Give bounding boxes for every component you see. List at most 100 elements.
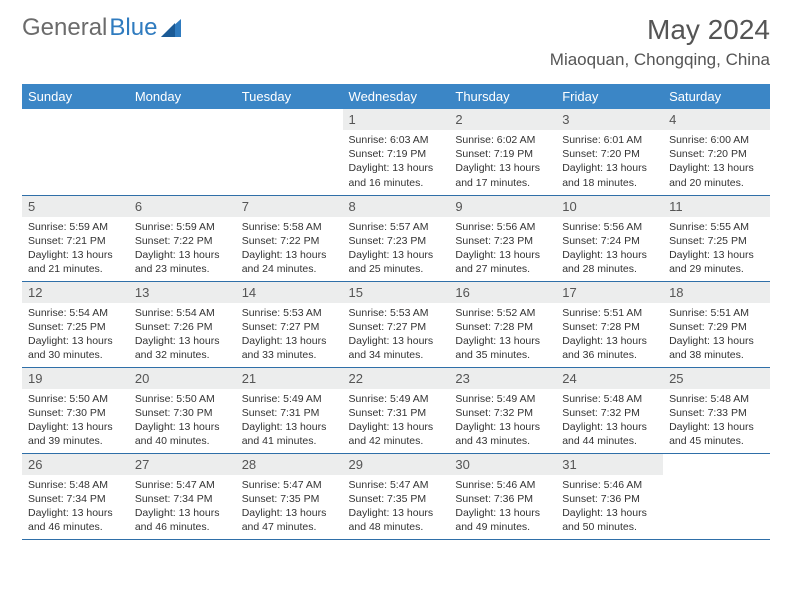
day-number: 15 [343, 282, 450, 303]
day-number: 9 [449, 196, 556, 217]
calendar-cell: 21Sunrise: 5:49 AMSunset: 7:31 PMDayligh… [236, 367, 343, 453]
calendar-cell [22, 109, 129, 195]
logo-text-blue: Blue [109, 14, 157, 42]
day-number: 5 [22, 196, 129, 217]
day-number: 22 [343, 368, 450, 389]
calendar-cell: 27Sunrise: 5:47 AMSunset: 7:34 PMDayligh… [129, 453, 236, 539]
day-details: Sunrise: 5:49 AMSunset: 7:31 PMDaylight:… [236, 389, 343, 453]
day-number: 30 [449, 454, 556, 475]
day-details: Sunrise: 6:02 AMSunset: 7:19 PMDaylight:… [449, 130, 556, 194]
location: Miaoquan, Chongqing, China [550, 50, 770, 70]
calendar-cell: 29Sunrise: 5:47 AMSunset: 7:35 PMDayligh… [343, 453, 450, 539]
calendar-cell: 4Sunrise: 6:00 AMSunset: 7:20 PMDaylight… [663, 109, 770, 195]
day-number: 8 [343, 196, 450, 217]
day-number: 29 [343, 454, 450, 475]
calendar-cell [129, 109, 236, 195]
day-number: 6 [129, 196, 236, 217]
day-details: Sunrise: 5:55 AMSunset: 7:25 PMDaylight:… [663, 217, 770, 281]
sail-icon [161, 19, 181, 37]
calendar-cell [663, 453, 770, 539]
calendar-row: 5Sunrise: 5:59 AMSunset: 7:21 PMDaylight… [22, 195, 770, 281]
calendar-cell: 18Sunrise: 5:51 AMSunset: 7:29 PMDayligh… [663, 281, 770, 367]
calendar-cell: 28Sunrise: 5:47 AMSunset: 7:35 PMDayligh… [236, 453, 343, 539]
day-details: Sunrise: 5:48 AMSunset: 7:32 PMDaylight:… [556, 389, 663, 453]
day-number: 28 [236, 454, 343, 475]
calendar-row: 26Sunrise: 5:48 AMSunset: 7:34 PMDayligh… [22, 453, 770, 539]
weekday-header: Sunday [22, 84, 129, 109]
day-details: Sunrise: 6:00 AMSunset: 7:20 PMDaylight:… [663, 130, 770, 194]
calendar-cell: 12Sunrise: 5:54 AMSunset: 7:25 PMDayligh… [22, 281, 129, 367]
calendar-cell: 25Sunrise: 5:48 AMSunset: 7:33 PMDayligh… [663, 367, 770, 453]
day-number: 12 [22, 282, 129, 303]
day-details: Sunrise: 5:59 AMSunset: 7:22 PMDaylight:… [129, 217, 236, 281]
day-number: 13 [129, 282, 236, 303]
day-number: 21 [236, 368, 343, 389]
calendar-row: 1Sunrise: 6:03 AMSunset: 7:19 PMDaylight… [22, 109, 770, 195]
calendar-cell: 8Sunrise: 5:57 AMSunset: 7:23 PMDaylight… [343, 195, 450, 281]
header: General Blue May 2024 Miaoquan, Chongqin… [0, 0, 792, 76]
calendar-cell: 3Sunrise: 6:01 AMSunset: 7:20 PMDaylight… [556, 109, 663, 195]
day-number: 4 [663, 109, 770, 130]
logo-text-general: General [22, 14, 107, 42]
weekday-header: Monday [129, 84, 236, 109]
calendar-cell: 23Sunrise: 5:49 AMSunset: 7:32 PMDayligh… [449, 367, 556, 453]
calendar-cell: 7Sunrise: 5:58 AMSunset: 7:22 PMDaylight… [236, 195, 343, 281]
day-number: 25 [663, 368, 770, 389]
calendar-row: 19Sunrise: 5:50 AMSunset: 7:30 PMDayligh… [22, 367, 770, 453]
day-details: Sunrise: 5:51 AMSunset: 7:29 PMDaylight:… [663, 303, 770, 367]
day-details: Sunrise: 5:46 AMSunset: 7:36 PMDaylight:… [556, 475, 663, 539]
day-number: 23 [449, 368, 556, 389]
day-details: Sunrise: 5:52 AMSunset: 7:28 PMDaylight:… [449, 303, 556, 367]
day-number: 19 [22, 368, 129, 389]
calendar-cell: 22Sunrise: 5:49 AMSunset: 7:31 PMDayligh… [343, 367, 450, 453]
day-details: Sunrise: 5:49 AMSunset: 7:32 PMDaylight:… [449, 389, 556, 453]
calendar-cell: 2Sunrise: 6:02 AMSunset: 7:19 PMDaylight… [449, 109, 556, 195]
calendar-cell [236, 109, 343, 195]
calendar-cell: 20Sunrise: 5:50 AMSunset: 7:30 PMDayligh… [129, 367, 236, 453]
calendar-row: 12Sunrise: 5:54 AMSunset: 7:25 PMDayligh… [22, 281, 770, 367]
calendar-cell: 11Sunrise: 5:55 AMSunset: 7:25 PMDayligh… [663, 195, 770, 281]
day-number: 26 [22, 454, 129, 475]
day-details: Sunrise: 5:57 AMSunset: 7:23 PMDaylight:… [343, 217, 450, 281]
day-number: 10 [556, 196, 663, 217]
calendar-cell: 15Sunrise: 5:53 AMSunset: 7:27 PMDayligh… [343, 281, 450, 367]
calendar-cell: 30Sunrise: 5:46 AMSunset: 7:36 PMDayligh… [449, 453, 556, 539]
calendar-body: 1Sunrise: 6:03 AMSunset: 7:19 PMDaylight… [22, 109, 770, 539]
calendar-cell: 5Sunrise: 5:59 AMSunset: 7:21 PMDaylight… [22, 195, 129, 281]
calendar-head: SundayMondayTuesdayWednesdayThursdayFrid… [22, 84, 770, 109]
day-details: Sunrise: 5:49 AMSunset: 7:31 PMDaylight:… [343, 389, 450, 453]
day-number: 18 [663, 282, 770, 303]
calendar-cell: 1Sunrise: 6:03 AMSunset: 7:19 PMDaylight… [343, 109, 450, 195]
day-details: Sunrise: 5:56 AMSunset: 7:24 PMDaylight:… [556, 217, 663, 281]
day-details: Sunrise: 5:53 AMSunset: 7:27 PMDaylight:… [236, 303, 343, 367]
day-number: 31 [556, 454, 663, 475]
calendar-cell: 24Sunrise: 5:48 AMSunset: 7:32 PMDayligh… [556, 367, 663, 453]
logo: General Blue [22, 14, 181, 42]
day-details: Sunrise: 6:03 AMSunset: 7:19 PMDaylight:… [343, 130, 450, 194]
weekday-header: Friday [556, 84, 663, 109]
calendar-cell: 10Sunrise: 5:56 AMSunset: 7:24 PMDayligh… [556, 195, 663, 281]
day-number: 20 [129, 368, 236, 389]
calendar-cell: 26Sunrise: 5:48 AMSunset: 7:34 PMDayligh… [22, 453, 129, 539]
day-details: Sunrise: 5:50 AMSunset: 7:30 PMDaylight:… [129, 389, 236, 453]
day-number: 24 [556, 368, 663, 389]
day-details: Sunrise: 5:59 AMSunset: 7:21 PMDaylight:… [22, 217, 129, 281]
calendar-cell: 14Sunrise: 5:53 AMSunset: 7:27 PMDayligh… [236, 281, 343, 367]
calendar-cell: 19Sunrise: 5:50 AMSunset: 7:30 PMDayligh… [22, 367, 129, 453]
day-details: Sunrise: 5:54 AMSunset: 7:26 PMDaylight:… [129, 303, 236, 367]
weekday-header: Thursday [449, 84, 556, 109]
calendar-cell: 17Sunrise: 5:51 AMSunset: 7:28 PMDayligh… [556, 281, 663, 367]
day-details: Sunrise: 5:47 AMSunset: 7:35 PMDaylight:… [236, 475, 343, 539]
day-number: 27 [129, 454, 236, 475]
day-details: Sunrise: 5:58 AMSunset: 7:22 PMDaylight:… [236, 217, 343, 281]
calendar-cell: 13Sunrise: 5:54 AMSunset: 7:26 PMDayligh… [129, 281, 236, 367]
weekday-header: Saturday [663, 84, 770, 109]
day-number: 2 [449, 109, 556, 130]
day-number: 14 [236, 282, 343, 303]
day-details: Sunrise: 5:46 AMSunset: 7:36 PMDaylight:… [449, 475, 556, 539]
month-title: May 2024 [550, 14, 770, 46]
day-details: Sunrise: 6:01 AMSunset: 7:20 PMDaylight:… [556, 130, 663, 194]
weekday-header: Wednesday [343, 84, 450, 109]
day-details: Sunrise: 5:47 AMSunset: 7:35 PMDaylight:… [343, 475, 450, 539]
day-number: 1 [343, 109, 450, 130]
